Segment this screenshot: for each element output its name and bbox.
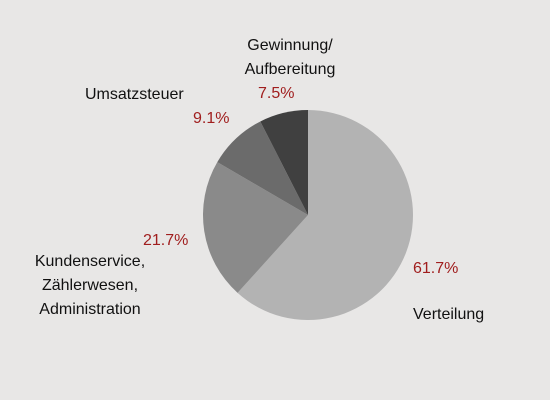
- pie-slice: [260, 110, 308, 215]
- slice-label: Gewinnung/ Aufbereitung: [244, 37, 336, 78]
- value-label: 9.1%: [193, 110, 230, 127]
- pie-slice: [217, 121, 308, 215]
- slice-label: Verteilung: [413, 306, 485, 323]
- slice-label: Kundenservice, Zählerwesen, Administrati…: [34, 253, 146, 318]
- value-label: 61.7%: [413, 260, 459, 277]
- value-label: 21.7%: [143, 232, 189, 249]
- pie-slice: [203, 162, 308, 293]
- slice-label: Umsatzsteuer: [85, 86, 184, 103]
- pie-slice: [237, 110, 413, 321]
- value-label: 7.5%: [258, 85, 295, 102]
